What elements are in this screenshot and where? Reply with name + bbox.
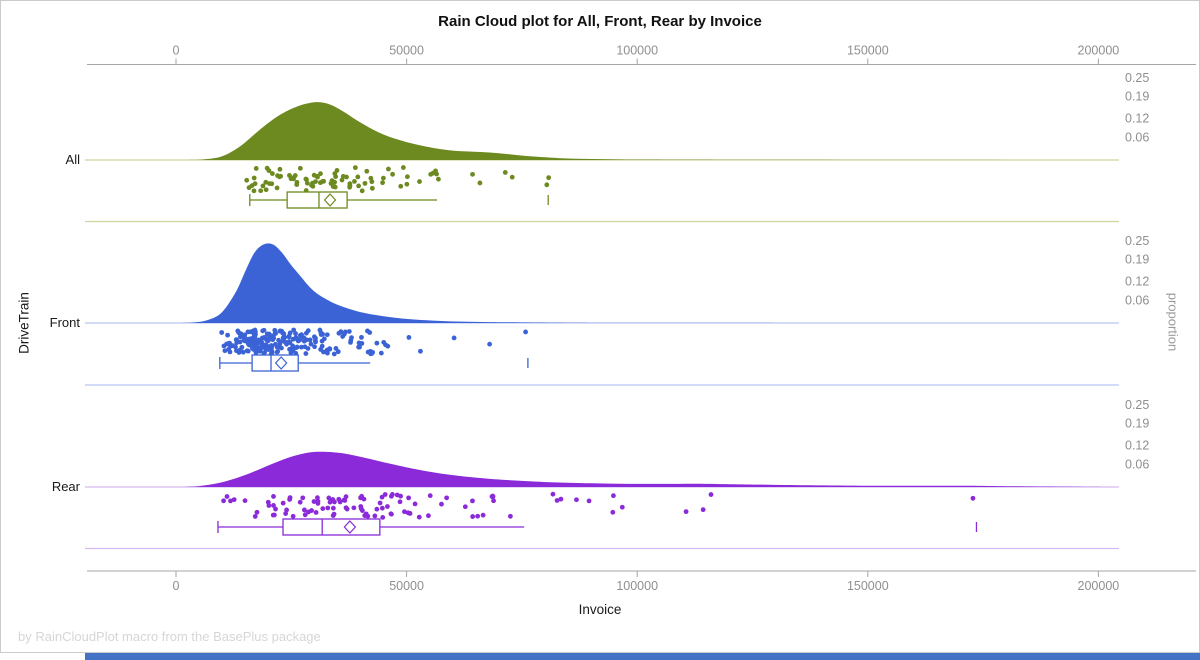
category-label-rear: Rear: [51, 479, 80, 494]
svg-text:0.19: 0.19: [1125, 253, 1149, 267]
svg-text:0: 0: [173, 44, 180, 58]
svg-text:0.25: 0.25: [1125, 71, 1149, 85]
svg-text:0.19: 0.19: [1125, 417, 1149, 431]
svg-text:150000: 150000: [847, 44, 889, 58]
svg-text:150000: 150000: [847, 579, 889, 593]
svg-text:0.12: 0.12: [1125, 275, 1149, 289]
category-label-all: All: [65, 152, 80, 167]
right-axis-title: proportion: [1165, 292, 1181, 352]
svg-text:100000: 100000: [616, 579, 658, 593]
svg-text:0.12: 0.12: [1125, 439, 1149, 453]
svg-text:50000: 50000: [389, 44, 424, 58]
svg-text:100000: 100000: [616, 44, 658, 58]
footer-note: by RainCloudPlot macro from the BasePlus…: [18, 629, 321, 644]
svg-text:200000: 200000: [1078, 579, 1120, 593]
svg-text:0: 0: [173, 579, 180, 593]
chart-title: Rain Cloud plot for All, Front, Rear by …: [438, 13, 762, 30]
svg-text:0.19: 0.19: [1125, 90, 1149, 104]
svg-text:0.06: 0.06: [1125, 130, 1149, 144]
y-axis-title: DriveTrain: [16, 292, 32, 354]
svg-text:50000: 50000: [389, 579, 424, 593]
svg-text:0.25: 0.25: [1125, 234, 1149, 248]
svg-text:0.25: 0.25: [1125, 398, 1149, 412]
category-label-front: Front: [49, 315, 80, 330]
svg-text:0.06: 0.06: [1125, 457, 1149, 471]
svg-text:0.06: 0.06: [1125, 293, 1149, 307]
bottom-scrollbar[interactable]: [85, 653, 1200, 660]
svg-text:0.12: 0.12: [1125, 112, 1149, 126]
x-axis-title: Invoice: [578, 602, 622, 617]
svg-text:200000: 200000: [1078, 44, 1120, 58]
